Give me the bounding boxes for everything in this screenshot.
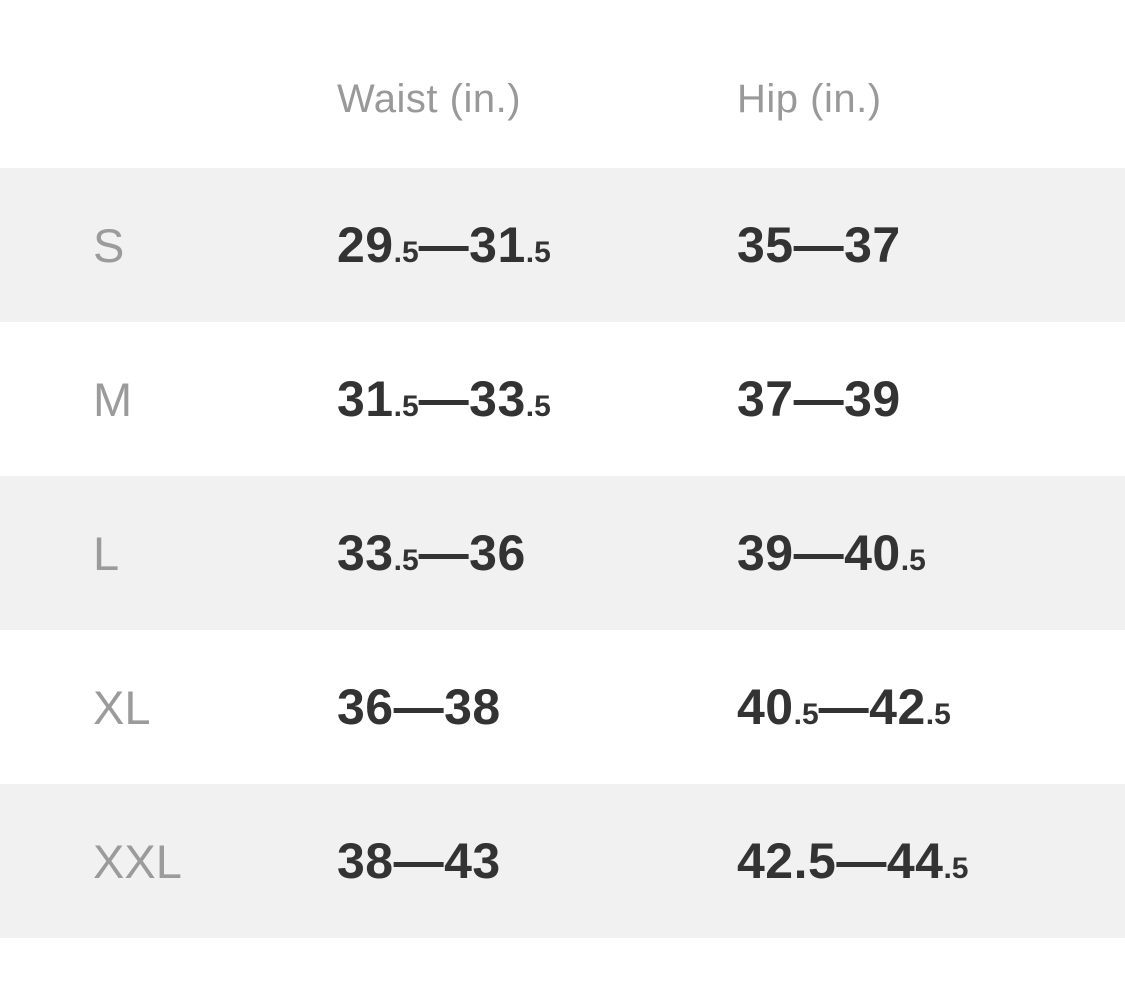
size-chart: Waist (in.) Hip (in.) S 29.5—31.5 35—37 … — [0, 0, 1125, 938]
value-text: 31 — [337, 371, 394, 427]
decimal-fraction: .5 — [793, 698, 819, 731]
table-row: S 29.5—31.5 35—37 — [0, 168, 1125, 322]
value-text: 33 — [337, 525, 394, 581]
hip-value: 42.5—44.5 — [737, 832, 1125, 890]
table-row: L 33.5—36 39—40.5 — [0, 476, 1125, 630]
size-label: XXL — [93, 834, 182, 888]
value-text: 40 — [737, 679, 794, 735]
column-header-hip: Hip (in.) — [737, 76, 882, 121]
value-text: 35—37 — [737, 217, 901, 273]
value-text: 36—38 — [337, 679, 501, 735]
value-text: 38—43 — [337, 833, 501, 889]
waist-value: 36—38 — [337, 678, 737, 736]
value-text: 42.5—44 — [737, 833, 944, 889]
waist-value: 33.5—36 — [337, 524, 737, 582]
hip-value: 35—37 — [737, 216, 1125, 274]
value-text: —36 — [418, 525, 526, 581]
decimal-fraction: .5 — [925, 698, 951, 731]
table-row: XXL 38—43 42.5—44.5 — [0, 784, 1125, 938]
size-label: S — [93, 218, 125, 272]
value-text: 37—39 — [737, 371, 901, 427]
decimal-fraction: .5 — [943, 852, 969, 885]
table-row: M 31.5—33.5 37—39 — [0, 322, 1125, 476]
decimal-fraction: .5 — [525, 236, 551, 269]
table-body: S 29.5—31.5 35—37 M 31.5—33.5 37—39 L 33… — [0, 168, 1125, 938]
value-text: 29 — [337, 217, 394, 273]
hip-value: 37—39 — [737, 370, 1125, 428]
size-label: XL — [93, 680, 151, 734]
value-text: —42 — [818, 679, 926, 735]
decimal-fraction: .5 — [393, 236, 419, 269]
column-header-waist: Waist (in.) — [337, 76, 522, 121]
decimal-fraction: .5 — [393, 544, 419, 577]
value-text: — — [418, 217, 470, 273]
decimal-fraction: .5 — [393, 390, 419, 423]
hip-value: 40.5—42.5 — [737, 678, 1125, 736]
value-text: 33 — [469, 371, 526, 427]
value-text: 31 — [469, 217, 526, 273]
waist-value: 31.5—33.5 — [337, 370, 737, 428]
size-label: L — [93, 526, 120, 580]
waist-value: 38—43 — [337, 832, 737, 890]
waist-value: 29.5—31.5 — [337, 216, 737, 274]
table-header: Waist (in.) Hip (in.) — [0, 0, 1125, 168]
decimal-fraction: .5 — [525, 390, 551, 423]
value-text: — — [418, 371, 470, 427]
hip-value: 39—40.5 — [737, 524, 1125, 582]
size-label: M — [93, 372, 133, 426]
decimal-fraction: .5 — [900, 544, 926, 577]
table-row: XL 36—38 40.5—42.5 — [0, 630, 1125, 784]
value-text: 39—40 — [737, 525, 901, 581]
